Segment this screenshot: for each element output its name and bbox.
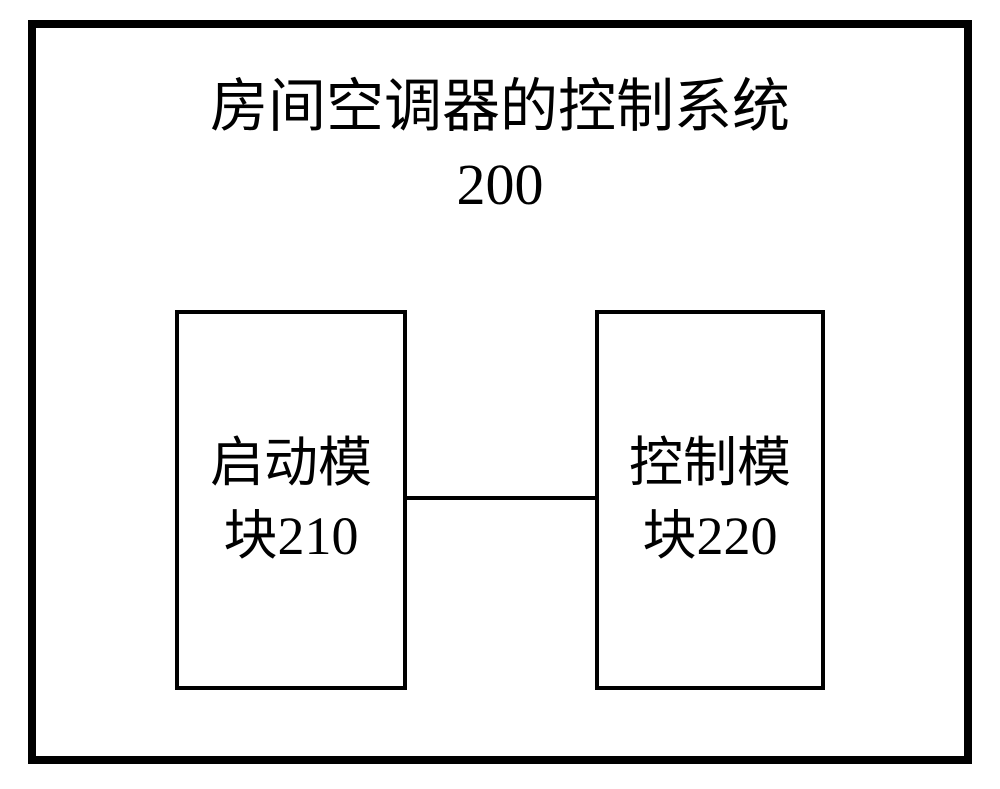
diagram-title: 房间空调器的控制系统 200 (100, 68, 900, 225)
control-module-label: 控制模 块220 (629, 427, 791, 573)
start-module-label-line1: 启动模 (210, 427, 372, 500)
diagram-title-line2: 200 (100, 146, 900, 224)
control-module-label-line1: 控制模 (629, 427, 791, 500)
start-module-label: 启动模 块210 (210, 427, 372, 573)
control-module-label-line2: 块220 (629, 500, 791, 573)
diagram-title-line1: 房间空调器的控制系统 (100, 68, 900, 146)
start-module-label-line2: 块210 (210, 500, 372, 573)
control-module-box: 控制模 块220 (595, 310, 825, 690)
start-module-box: 启动模 块210 (175, 310, 407, 690)
module-connector-line (407, 496, 595, 500)
